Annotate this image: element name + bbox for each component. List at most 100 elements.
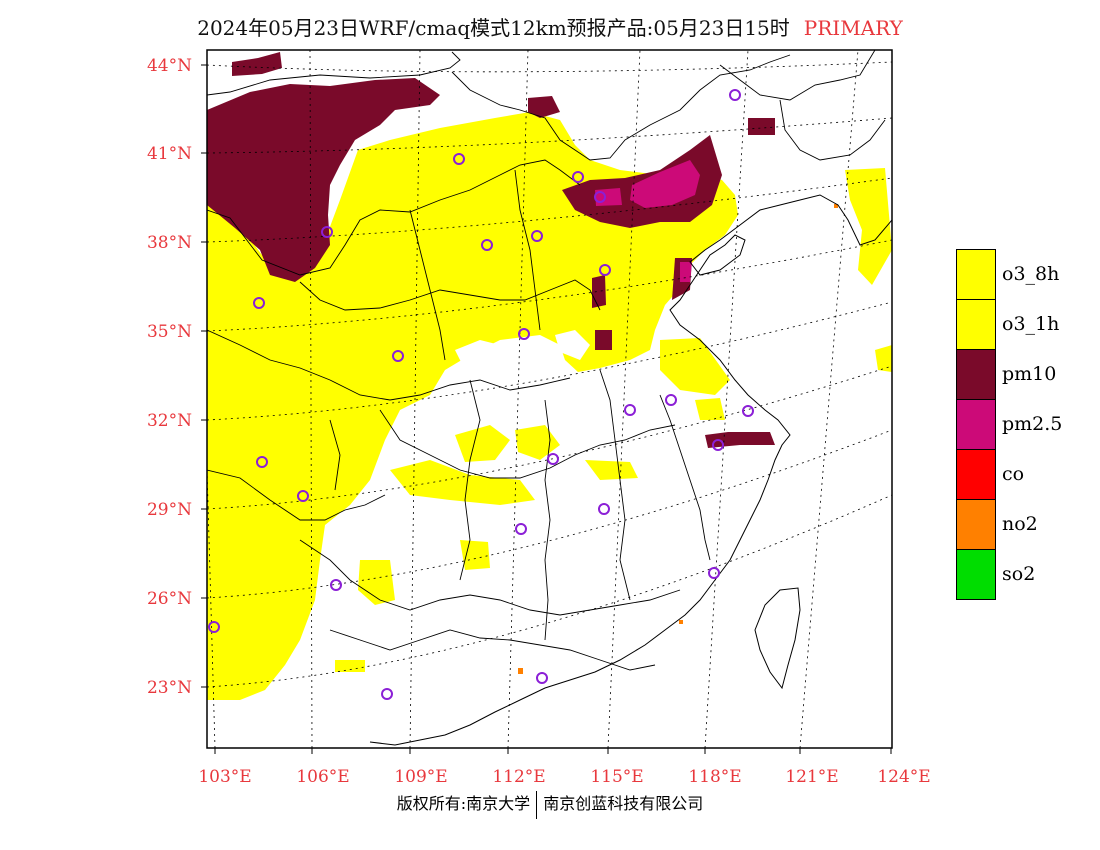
pm10-region-northwest <box>207 78 440 282</box>
legend-item: o3_1h <box>956 299 1096 349</box>
station-circle <box>531 230 543 242</box>
station-circle <box>712 439 724 451</box>
border-line <box>459 379 481 581</box>
o3-patch-9 <box>845 168 892 285</box>
legend-item: o3_8h <box>956 249 1096 299</box>
pm25-patch-2 <box>595 188 622 206</box>
border-line <box>329 419 341 491</box>
legend-swatch <box>956 499 996 549</box>
title-text: 2024年05月23日WRF/cmaq模式12km预报产品:05月23日15时 <box>197 16 790 40</box>
lat-label: 38°N <box>147 233 192 253</box>
border-line <box>779 99 886 161</box>
grid-line <box>207 239 892 332</box>
pm10-patch-henan <box>592 275 606 308</box>
grid-line <box>607 50 641 748</box>
border-line <box>409 209 446 361</box>
pm10-patch-north-2 <box>528 96 560 118</box>
pm10-patch-hebei <box>595 330 612 350</box>
station-circle <box>594 191 606 203</box>
station-circle <box>708 567 720 579</box>
station-circle <box>392 350 404 362</box>
legend-item: pm2.5 <box>956 399 1096 449</box>
station-circle <box>330 579 342 591</box>
station-circle <box>321 226 333 238</box>
grid-line <box>207 301 892 421</box>
legend-label: pm10 <box>1002 363 1057 385</box>
legend-swatch <box>956 449 996 499</box>
station-circle <box>481 239 493 251</box>
border-line <box>207 51 461 96</box>
legend-item: co <box>956 449 1096 499</box>
grid-line <box>309 50 313 748</box>
legend-swatch <box>956 349 996 399</box>
legend-item: so2 <box>956 549 1096 600</box>
o3-patch-7 <box>660 338 730 395</box>
map-content <box>207 50 892 748</box>
border-line <box>329 629 656 671</box>
stations <box>208 89 754 700</box>
o3-patch-1 <box>455 425 510 462</box>
grid-line <box>207 177 892 243</box>
no2-dot-2 <box>834 204 838 208</box>
station-circle <box>381 688 393 700</box>
lon-label: 115°E <box>590 767 643 787</box>
copyright-footer: 版权所有:南京大学 南京创蓝科技有限公司 <box>0 790 1100 819</box>
lat-ticks <box>201 64 207 688</box>
lon-label: 103°E <box>198 767 251 787</box>
lat-label: 44°N <box>147 56 192 76</box>
grid-line <box>507 50 529 748</box>
legend-swatch <box>956 549 996 600</box>
legend-label: co <box>1002 463 1025 485</box>
pm25-region <box>630 160 700 208</box>
station-circle <box>598 503 610 515</box>
lon-labels: 103°E 106°E 109°E 112°E 115°E 118°E 121°… <box>198 767 930 787</box>
boundary-lines <box>207 50 886 671</box>
legend-label: no2 <box>1002 513 1038 535</box>
station-circle <box>253 297 265 309</box>
station-circle <box>515 523 527 535</box>
lat-labels: 44°N 41°N 38°N 35°N 32°N 29°N 26°N 23°N <box>147 56 192 698</box>
station-circle <box>599 264 611 276</box>
o3-patch-4 <box>358 560 395 605</box>
copyright-right: 南京创蓝科技有限公司 <box>543 794 704 813</box>
station-circle <box>518 328 530 340</box>
legend-item: pm10 <box>956 349 1096 399</box>
station-circle <box>208 621 220 633</box>
lat-label: 26°N <box>147 589 192 609</box>
border-line <box>207 159 581 276</box>
legend-item: no2 <box>956 499 1096 549</box>
grid-line <box>207 117 892 154</box>
lat-label: 32°N <box>147 411 192 431</box>
station-circle <box>572 171 584 183</box>
legend-swatch <box>956 249 996 299</box>
station-circle <box>547 453 559 465</box>
station-circle <box>256 456 268 468</box>
border-line <box>299 279 601 311</box>
lon-label: 112°E <box>492 767 545 787</box>
border-line <box>719 50 876 101</box>
clear-patch-a <box>455 340 505 372</box>
lon-label: 121°E <box>785 767 838 787</box>
lon-label: 109°E <box>394 767 447 787</box>
coastline <box>369 194 892 746</box>
station-circle <box>742 405 754 417</box>
lat-label: 29°N <box>147 500 192 520</box>
o3-patch-6 <box>585 460 638 480</box>
o3-region-west <box>207 112 738 700</box>
o3-patch-3 <box>390 460 535 505</box>
pollutant-legend: o3_8h o3_1h pm10 pm2.5 co no2 so2 <box>956 249 1096 600</box>
legend-label: o3_1h <box>1002 313 1060 335</box>
station-circle <box>665 394 677 406</box>
no2-dot-3 <box>679 620 683 624</box>
graticule <box>207 50 892 748</box>
lat-label: 35°N <box>147 322 192 342</box>
lon-label: 106°E <box>296 767 349 787</box>
station-circle <box>453 153 465 165</box>
border-line <box>451 54 791 161</box>
pm25-patch-3 <box>680 262 692 282</box>
o3-patch-11 <box>335 660 365 672</box>
border-line <box>544 399 551 641</box>
o3-patch-10 <box>875 345 892 372</box>
legend-label: pm2.5 <box>1002 413 1063 435</box>
